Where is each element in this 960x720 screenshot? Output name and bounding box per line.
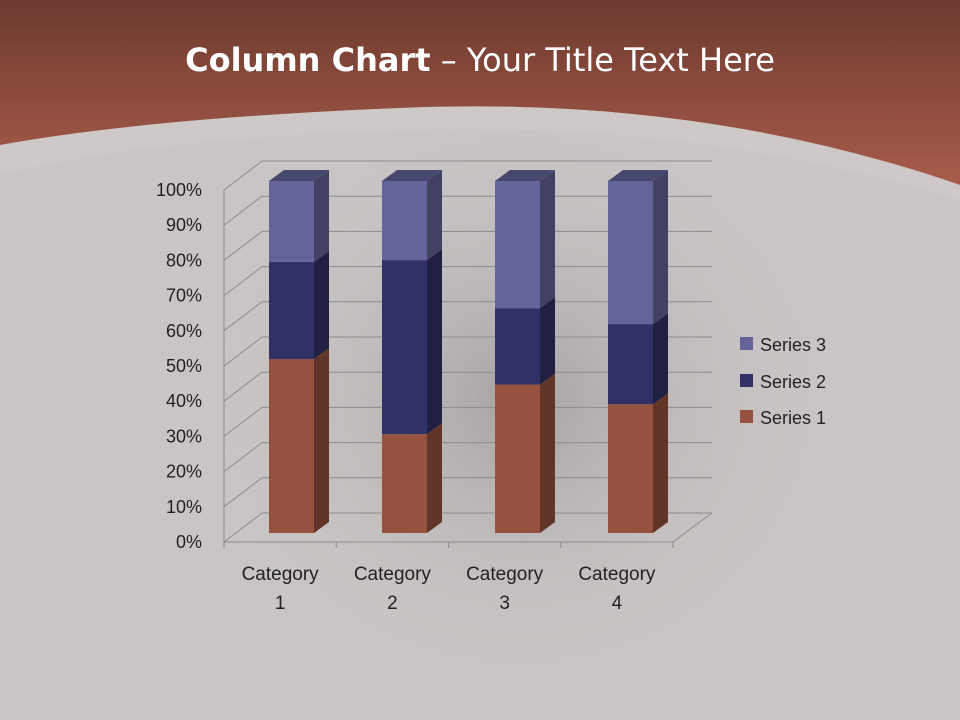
y-tick-label: 10% (166, 497, 202, 517)
category-label-line: Category (466, 564, 544, 585)
floor-edge (672, 512, 713, 543)
category-label: Category 4 (578, 564, 656, 614)
bar-front (269, 359, 314, 533)
bar-top (382, 170, 442, 181)
legend-swatch (740, 410, 753, 423)
bar-front (608, 324, 653, 405)
bar-side (540, 373, 555, 533)
slide-title: Column Chart – Your Title Text Here (0, 40, 960, 80)
bar-front (495, 308, 540, 385)
y-tick-label: 20% (166, 462, 202, 482)
bar-front (269, 261, 314, 360)
y-tick-label: 50% (166, 356, 202, 376)
side-gridline (223, 336, 263, 367)
legend-swatch (740, 337, 753, 350)
side-gridline (223, 407, 263, 437)
side-gridline (223, 266, 263, 296)
category-label-line: 3 (499, 593, 510, 614)
bar-side (427, 170, 442, 261)
legend-label: Series 2 (760, 372, 826, 392)
legend-label: Series 3 (760, 335, 826, 355)
y-tick-label: 60% (166, 321, 202, 341)
bar-side (653, 313, 668, 405)
bar-top (495, 170, 555, 181)
side-gridline (223, 195, 263, 226)
category-label-line: Category (354, 564, 432, 585)
title-rest: – Your Title Text Here (430, 41, 775, 79)
bar-side (540, 297, 555, 385)
bar-front (382, 260, 427, 435)
category-label-line: Category (578, 564, 656, 585)
category-label-line: 2 (387, 593, 398, 614)
bar-front (269, 181, 314, 262)
y-tick-label: 70% (166, 286, 202, 306)
side-gridline (223, 512, 263, 543)
bar-side (653, 170, 668, 325)
y-tick-label: 90% (166, 215, 202, 235)
bar-side (427, 423, 442, 533)
category-label: Category 1 (242, 564, 320, 614)
bar-front (382, 434, 427, 533)
bar-top (608, 170, 668, 181)
category-label: Category 2 (354, 564, 432, 614)
bar-front (608, 404, 653, 533)
y-tick-label: 40% (166, 391, 202, 411)
bar-side (653, 393, 668, 533)
bar-front (495, 181, 540, 309)
bar-front (495, 384, 540, 533)
legend-label: Series 1 (760, 408, 826, 428)
legend-swatch (740, 374, 753, 387)
bar-front (382, 181, 427, 261)
side-gridline (223, 301, 263, 332)
y-tick-label: 80% (166, 250, 202, 270)
category-label-line: 4 (612, 593, 623, 614)
bar-side (314, 170, 329, 262)
side-gridline (223, 477, 263, 508)
category-label: Category 3 (466, 564, 544, 614)
title-bold: Column Chart (185, 41, 431, 79)
bar-front (608, 181, 653, 325)
side-gridline (223, 371, 263, 402)
bar-top (269, 170, 329, 181)
side-gridline (223, 442, 263, 472)
category-label-line: Category (242, 564, 320, 585)
bar-side (314, 348, 329, 533)
side-gridline (223, 231, 263, 261)
bar-side (314, 250, 329, 360)
side-gridline (223, 160, 263, 191)
y-tick-label: 100% (156, 180, 202, 200)
category-label-line: 1 (275, 593, 286, 614)
bar-side (540, 170, 555, 309)
bar-side (427, 249, 442, 435)
y-tick-label: 30% (166, 426, 202, 446)
y-tick-label: 0% (176, 532, 202, 552)
